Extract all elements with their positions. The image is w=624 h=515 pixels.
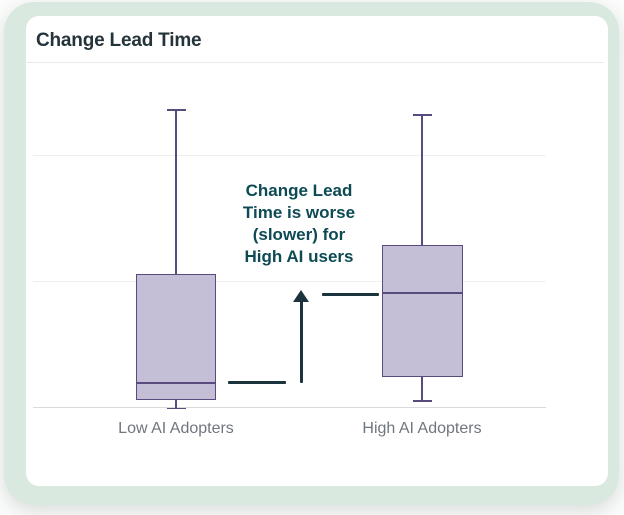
annotation-arrowhead-icon [293, 290, 309, 303]
whisker-bottom-line [421, 377, 423, 401]
whisker-top-cap [412, 114, 432, 116]
annotation-line-right [322, 293, 379, 297]
whisker-bottom-line [175, 399, 177, 409]
whisker-top-line [421, 115, 423, 245]
median-line [136, 382, 216, 384]
category-label-high: High AI Adopters [362, 420, 482, 437]
card-frame [4, 2, 619, 505]
page-title: Change Lead Time [36, 30, 202, 51]
category-label-low: Low AI Adopters [118, 420, 234, 437]
annotation-up-arrow [299, 300, 303, 384]
median-line [381, 292, 463, 294]
whisker-bottom-cap [166, 407, 186, 410]
x-axis-line [33, 407, 546, 408]
whisker-bottom-cap [412, 400, 432, 402]
whisker-top-line [175, 110, 177, 274]
annotation-text: Change Lead Time is worse (slower) for H… [242, 181, 356, 266]
annotation-line-left [228, 381, 286, 385]
header-divider [22, 62, 604, 63]
gridline-upper [33, 155, 546, 156]
box-iqr [136, 273, 216, 400]
box-iqr [381, 244, 463, 377]
whisker-top-cap [166, 109, 186, 111]
gridline-middle [33, 281, 546, 282]
